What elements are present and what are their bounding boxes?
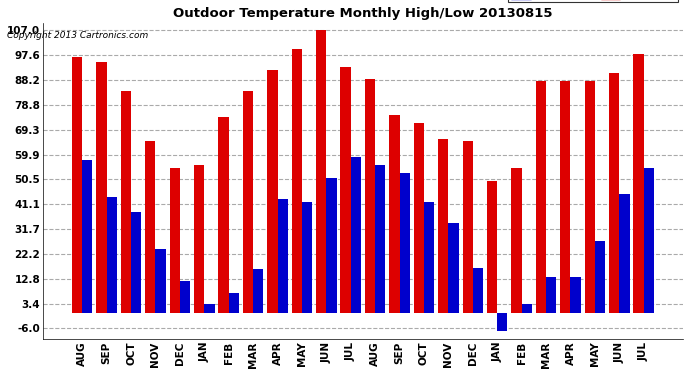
Title: Outdoor Temperature Monthly High/Low 20130815: Outdoor Temperature Monthly High/Low 201… xyxy=(173,7,553,20)
Bar xyxy=(365,79,375,312)
Bar xyxy=(97,62,107,312)
Bar xyxy=(145,141,155,312)
Bar xyxy=(473,268,483,312)
Bar xyxy=(253,269,264,312)
Bar xyxy=(194,165,204,312)
Bar xyxy=(180,281,190,312)
Bar xyxy=(595,242,605,312)
Bar xyxy=(400,173,410,312)
Bar xyxy=(107,196,117,312)
Bar xyxy=(609,73,620,312)
Bar xyxy=(536,81,546,312)
Bar xyxy=(560,81,571,312)
Bar xyxy=(644,168,654,312)
Bar xyxy=(72,57,82,312)
Bar xyxy=(633,54,644,312)
Bar xyxy=(546,277,556,312)
Bar xyxy=(155,249,166,312)
Bar xyxy=(292,49,302,312)
Bar xyxy=(82,160,92,312)
Bar xyxy=(204,304,215,312)
Bar xyxy=(131,212,141,312)
Bar xyxy=(522,304,532,312)
Bar xyxy=(438,138,449,312)
Bar xyxy=(121,91,131,312)
Bar xyxy=(340,68,351,312)
Bar xyxy=(462,141,473,312)
Bar xyxy=(316,30,326,312)
Bar xyxy=(351,157,361,312)
Bar xyxy=(620,194,629,312)
Bar xyxy=(511,168,522,312)
Bar xyxy=(302,202,312,312)
Bar xyxy=(277,199,288,312)
Bar xyxy=(571,277,581,312)
Bar xyxy=(487,181,497,312)
Bar xyxy=(414,123,424,312)
Text: Copyright 2013 Cartronics.com: Copyright 2013 Cartronics.com xyxy=(7,30,148,39)
Bar xyxy=(389,115,400,312)
Bar xyxy=(170,168,180,312)
Bar xyxy=(219,117,228,312)
Bar xyxy=(243,91,253,312)
Bar xyxy=(448,223,459,312)
Legend: Low  (°F), High  (°F): Low (°F), High (°F) xyxy=(508,0,678,2)
Bar xyxy=(375,165,386,312)
Bar xyxy=(584,81,595,312)
Bar xyxy=(267,70,277,312)
Bar xyxy=(326,178,337,312)
Bar xyxy=(424,202,434,312)
Bar xyxy=(228,293,239,312)
Bar xyxy=(497,312,507,331)
